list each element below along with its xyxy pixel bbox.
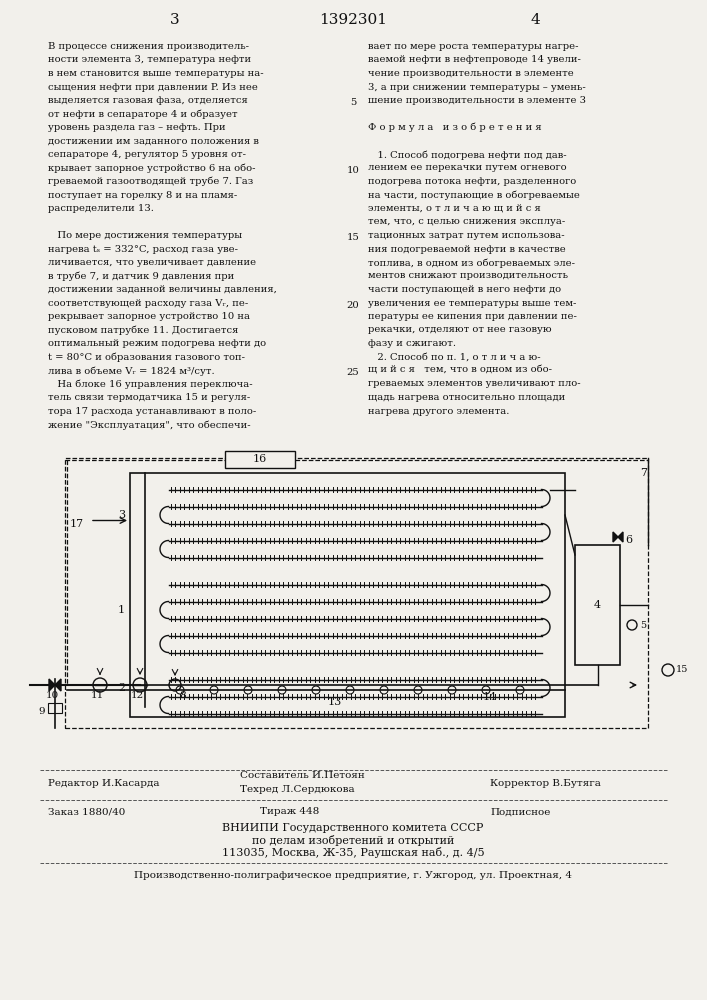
Text: 5: 5	[640, 620, 646, 630]
Text: достижении заданной величины давления,: достижении заданной величины давления,	[48, 285, 277, 294]
Text: 16: 16	[253, 454, 267, 464]
Text: вает по мере роста температуры нагре-: вает по мере роста температуры нагре-	[368, 42, 578, 51]
Text: 12: 12	[130, 690, 144, 700]
Text: Техред Л.Сердюкова: Техред Л.Сердюкова	[240, 786, 355, 794]
Text: тора 17 расхода устанавливают в поло-: тора 17 расхода устанавливают в поло-	[48, 406, 256, 416]
Text: лива в объеме Vᵣ = 1824 м³/сут.: лива в объеме Vᵣ = 1824 м³/сут.	[48, 366, 215, 375]
Text: чение производительности в элементе: чение производительности в элементе	[368, 69, 574, 78]
Text: фазу и сжигают.: фазу и сжигают.	[368, 339, 456, 348]
Text: Редактор И.Касарда: Редактор И.Касарда	[48, 778, 160, 788]
Text: распределители 13.: распределители 13.	[48, 204, 154, 213]
Text: t = 80°C и образования газового топ-: t = 80°C и образования газового топ-	[48, 353, 245, 362]
Text: топлива, в одном из обогреваемых эле-: топлива, в одном из обогреваемых эле-	[368, 258, 575, 267]
Text: 113035, Москва, Ж-35, Раушская наб., д. 4/5: 113035, Москва, Ж-35, Раушская наб., д. …	[222, 846, 484, 857]
Text: в нем становится выше температуры на-: в нем становится выше температуры на-	[48, 69, 264, 78]
Text: 8: 8	[179, 690, 186, 700]
Text: Корректор В.Бутяга: Корректор В.Бутяга	[490, 778, 601, 788]
Text: на части, поступающие в обогреваемые: на части, поступающие в обогреваемые	[368, 190, 580, 200]
Text: выделяется газовая фаза, отделяется: выделяется газовая фаза, отделяется	[48, 96, 247, 105]
Text: сыщения нефти при давлении P. Из нее: сыщения нефти при давлении P. Из нее	[48, 83, 258, 92]
Text: 3: 3	[170, 13, 180, 27]
Text: 9: 9	[38, 706, 45, 716]
Text: достижении им заданного положения в: достижении им заданного положения в	[48, 136, 259, 145]
Text: 5: 5	[350, 98, 356, 107]
Text: 10: 10	[346, 166, 359, 175]
Text: В процессе снижения производитель-: В процессе снижения производитель-	[48, 42, 249, 51]
Bar	[48, 703, 62, 713]
Text: 15: 15	[676, 666, 689, 674]
Bar	[225, 451, 295, 468]
Text: 4: 4	[594, 600, 601, 610]
Text: Подписное: Подписное	[490, 808, 550, 816]
Text: Заказ 1880/40: Заказ 1880/40	[48, 808, 125, 816]
Text: элементы, о т л и ч а ю щ и й с я: элементы, о т л и ч а ю щ и й с я	[368, 204, 541, 213]
Text: 1392301: 1392301	[319, 13, 387, 27]
Text: 2: 2	[118, 683, 125, 693]
Text: 15: 15	[346, 233, 359, 242]
Text: 6: 6	[625, 535, 632, 545]
Text: уровень раздела газ – нефть. При: уровень раздела газ – нефть. При	[48, 123, 226, 132]
Text: нагрева tₛ = 332°C, расход газа уве-: нагрева tₛ = 332°C, расход газа уве-	[48, 244, 238, 253]
Text: крывает запорное устройство 6 на обо-: крывает запорное устройство 6 на обо-	[48, 163, 255, 173]
Bar	[65, 458, 648, 728]
Text: части поступающей в него нефти до: части поступающей в него нефти до	[368, 285, 561, 294]
Text: рекачки, отделяют от нее газовую: рекачки, отделяют от нее газовую	[368, 326, 551, 334]
Text: 3: 3	[118, 510, 125, 520]
Text: оптимальный режим подогрева нефти до: оптимальный режим подогрева нефти до	[48, 339, 266, 348]
Text: 10: 10	[45, 690, 59, 700]
Text: 14: 14	[483, 692, 497, 702]
Text: 4: 4	[530, 13, 540, 27]
Text: тационных затрат путем использова-: тационных затрат путем использова-	[368, 231, 565, 240]
Text: пусковом патрубке 11. Достигается: пусковом патрубке 11. Достигается	[48, 326, 238, 335]
Text: подогрева потока нефти, разделенного: подогрева потока нефти, разделенного	[368, 177, 576, 186]
Text: в трубе 7, и датчик 9 давления при: в трубе 7, и датчик 9 давления при	[48, 271, 234, 281]
Text: жение "Эксплуатация", что обеспечи-: жение "Эксплуатация", что обеспечи-	[48, 420, 250, 430]
Text: Ф о р м у л а   и з о б р е т е н и я: Ф о р м у л а и з о б р е т е н и я	[368, 123, 542, 132]
Text: 1. Способ подогрева нефти под дав-: 1. Способ подогрева нефти под дав-	[368, 150, 566, 159]
Text: ности элемента 3, температура нефти: ности элемента 3, температура нефти	[48, 55, 251, 64]
Text: 17: 17	[70, 519, 84, 529]
Text: Производственно-полиграфическое предприятие, г. Ужгород, ул. Проектная, 4: Производственно-полиграфическое предприя…	[134, 871, 572, 880]
Text: поступает на горелку 8 и на пламя-: поступает на горелку 8 и на пламя-	[48, 190, 238, 200]
Text: 3, а при снижении температуры – умень-: 3, а при снижении температуры – умень-	[368, 83, 586, 92]
Text: сепараторе 4, регулятор 5 уровня от-: сепараторе 4, регулятор 5 уровня от-	[48, 150, 246, 159]
Text: увеличения ее температуры выше тем-: увеличения ее температуры выше тем-	[368, 298, 576, 308]
Text: ВНИИПИ Государственного комитета СССР: ВНИИПИ Государственного комитета СССР	[222, 823, 484, 833]
Text: лением ее перекачки путем огневого: лением ее перекачки путем огневого	[368, 163, 566, 172]
Text: 25: 25	[346, 368, 359, 377]
Text: греваемой газоотводящей трубе 7. Газ: греваемой газоотводящей трубе 7. Газ	[48, 177, 253, 186]
Text: личивается, что увеличивает давление: личивается, что увеличивает давление	[48, 258, 256, 267]
Text: тель связи термодатчика 15 и регуля-: тель связи термодатчика 15 и регуля-	[48, 393, 250, 402]
Text: По мере достижения температуры: По мере достижения температуры	[48, 231, 242, 240]
Bar	[130, 473, 565, 717]
Text: щадь нагрева относительно площади: щадь нагрева относительно площади	[368, 393, 566, 402]
Text: 20: 20	[346, 301, 359, 310]
Polygon shape	[49, 679, 55, 691]
Text: ния подогреваемой нефти в качестве: ния подогреваемой нефти в качестве	[368, 244, 566, 253]
Polygon shape	[613, 532, 618, 542]
Text: На блоке 16 управления переключа-: На блоке 16 управления переключа-	[48, 379, 252, 389]
Text: ментов снижают производительность: ментов снижают производительность	[368, 271, 568, 280]
Text: тем, что, с целью снижения эксплуа-: тем, что, с целью снижения эксплуа-	[368, 218, 566, 227]
Text: 11: 11	[90, 690, 104, 700]
Text: шение производительности в элементе 3: шение производительности в элементе 3	[368, 96, 586, 105]
Text: ваемой нефти в нефтепроводе 14 увели-: ваемой нефти в нефтепроводе 14 увели-	[368, 55, 581, 64]
Text: Тираж 448: Тираж 448	[260, 808, 320, 816]
Text: греваемых элементов увеличивают пло-: греваемых элементов увеличивают пло-	[368, 379, 580, 388]
Text: 2. Способ по п. 1, о т л и ч а ю-: 2. Способ по п. 1, о т л и ч а ю-	[368, 353, 541, 361]
Polygon shape	[55, 679, 61, 691]
Polygon shape	[618, 532, 623, 542]
Text: рекрывает запорное устройство 10 на: рекрывает запорное устройство 10 на	[48, 312, 250, 321]
Text: 1: 1	[118, 605, 125, 615]
Text: 13: 13	[328, 697, 342, 707]
Text: пературы ее кипения при давлении пе-: пературы ее кипения при давлении пе-	[368, 312, 577, 321]
Text: 7: 7	[640, 468, 647, 478]
Text: от нефти в сепараторе 4 и образует: от нефти в сепараторе 4 и образует	[48, 109, 238, 119]
Text: Составитель И.Петоян: Составитель И.Петоян	[240, 770, 365, 780]
Text: щ и й с я   тем, что в одном из обо-: щ и й с я тем, что в одном из обо-	[368, 366, 552, 375]
Bar	[575, 545, 620, 665]
Text: по делам изобретений и открытий: по делам изобретений и открытий	[252, 834, 454, 846]
Text: нагрева другого элемента.: нагрева другого элемента.	[368, 406, 509, 416]
Text: соответствующей расходу газа Vᵣ, пе-: соответствующей расходу газа Vᵣ, пе-	[48, 298, 248, 308]
